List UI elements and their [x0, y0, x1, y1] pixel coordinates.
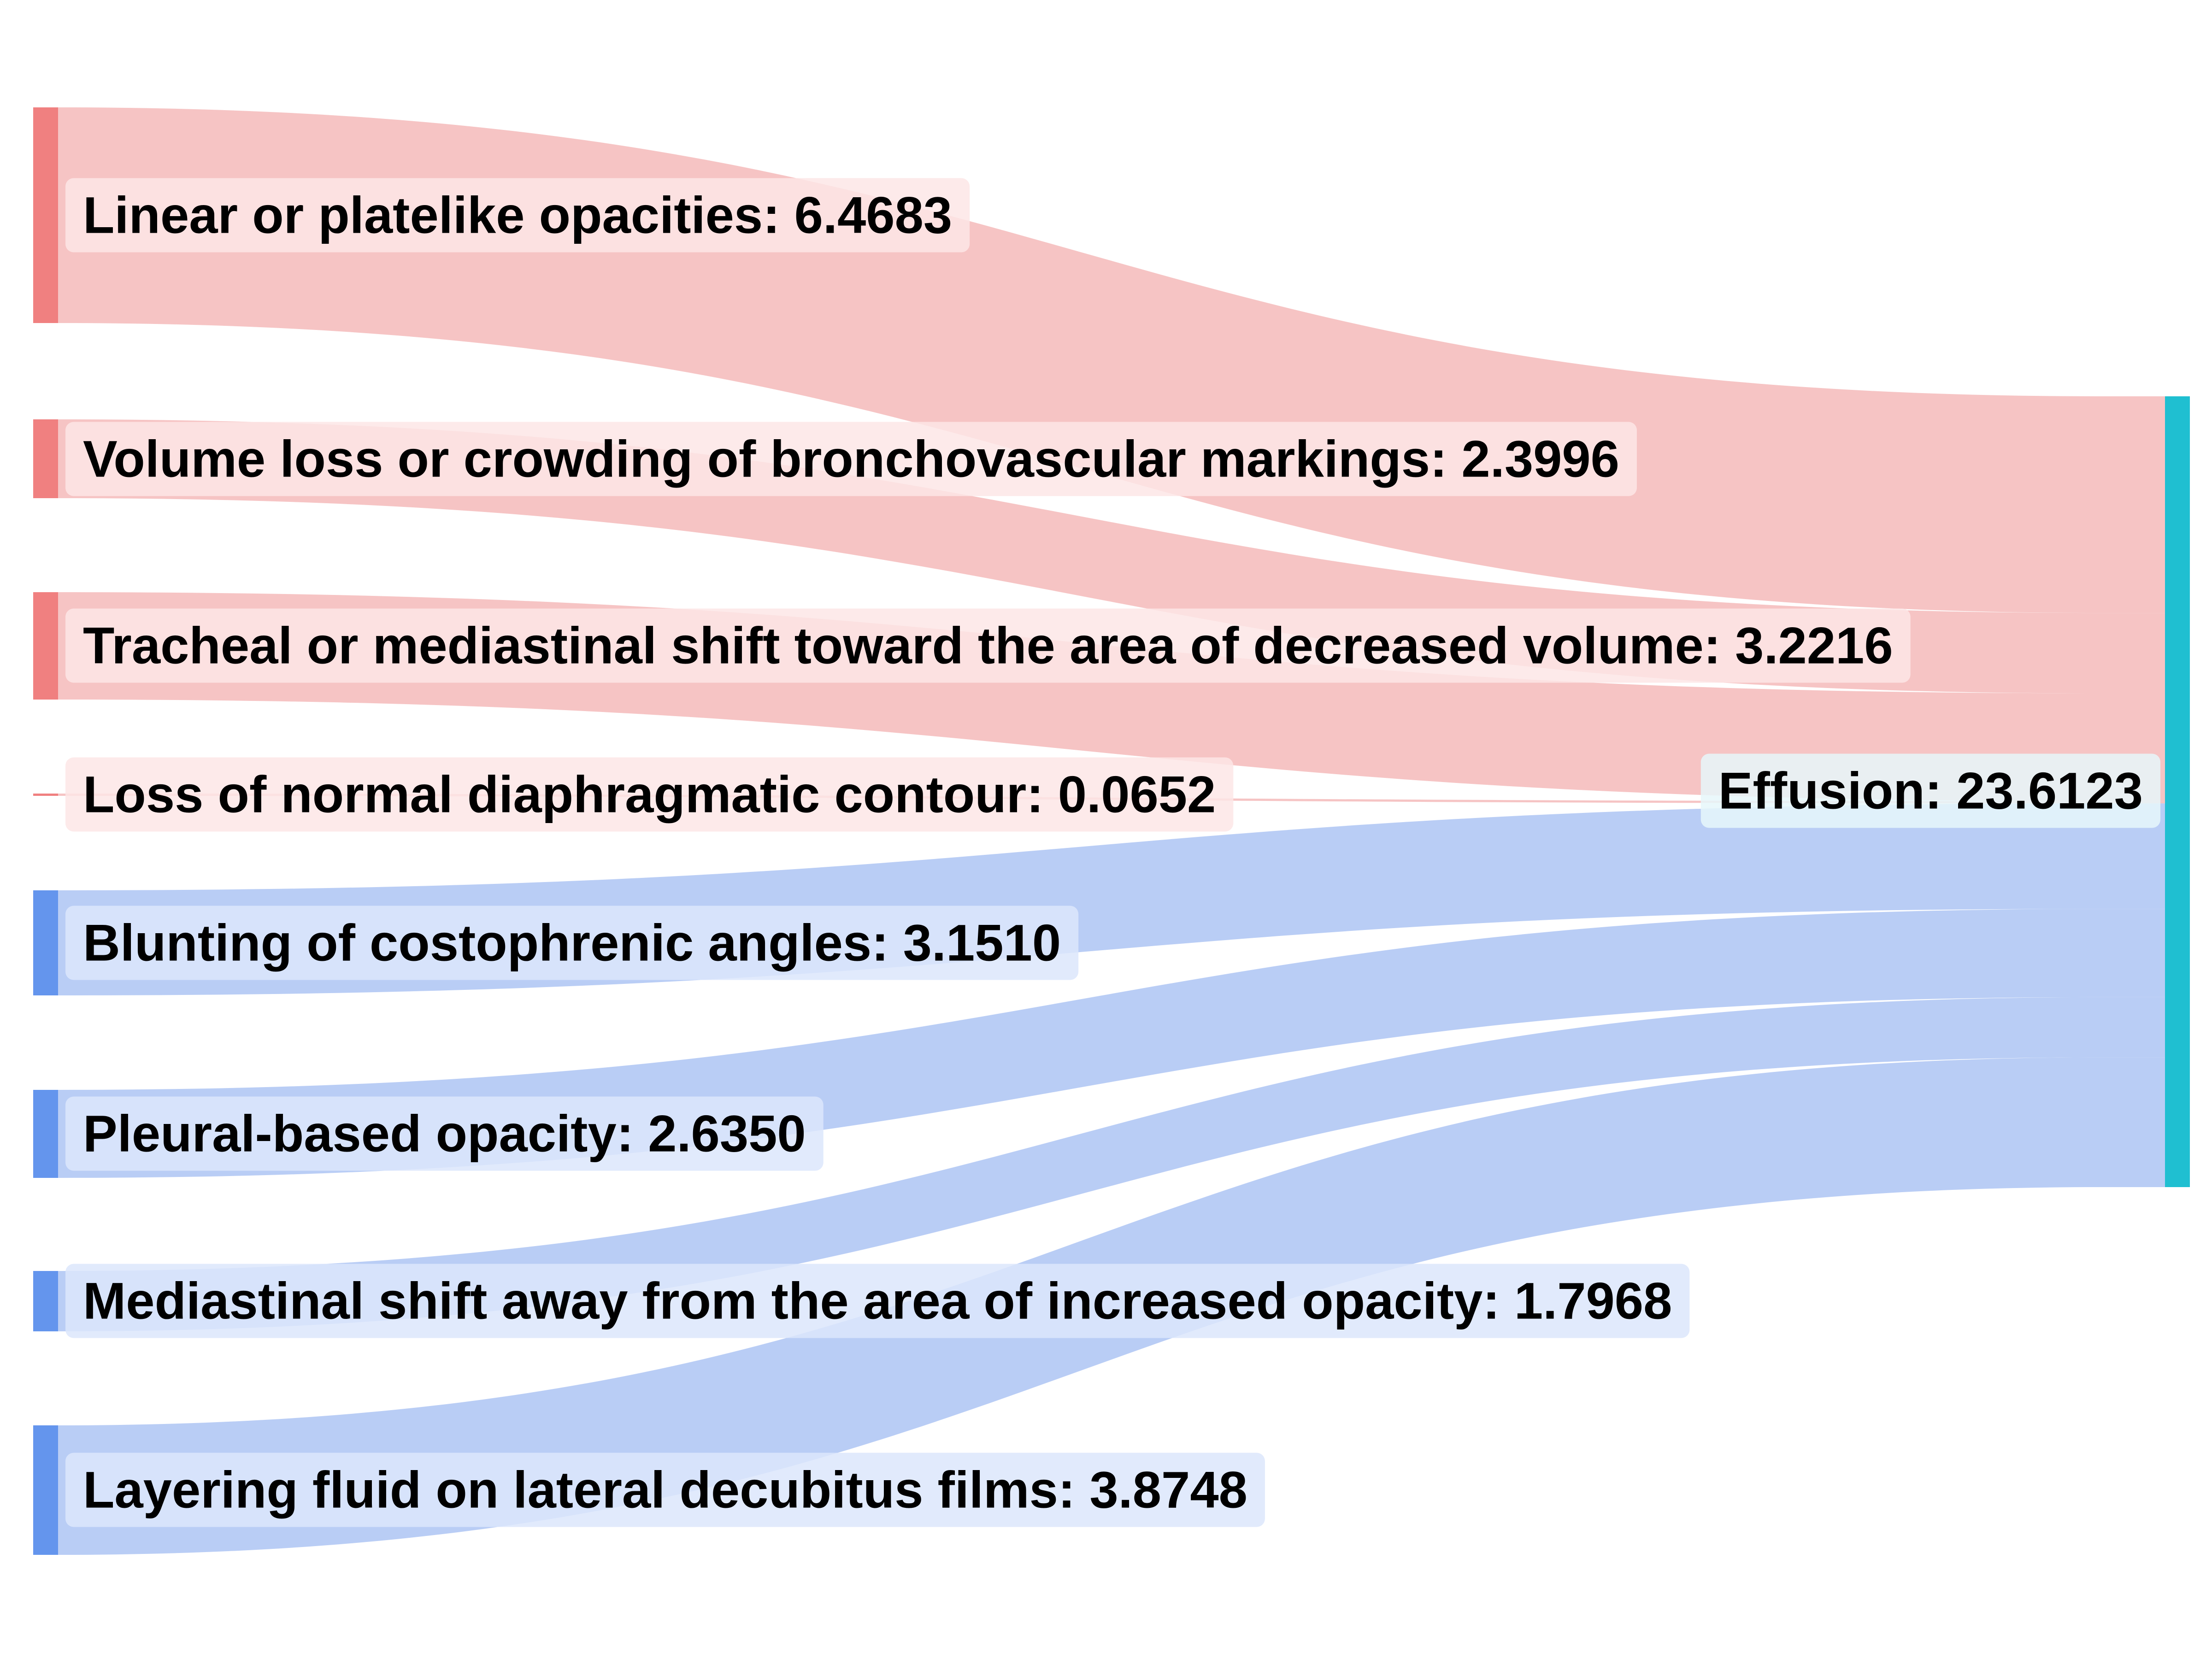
source-label-6-text: Mediastinal shift away from the area of … [83, 1272, 1672, 1330]
source-label-1-text: Volume loss or crowding of bronchovascul… [83, 430, 1619, 488]
nodes-layer [33, 107, 2190, 1555]
source-label-0-bg [65, 178, 970, 253]
target-label-bg [1700, 753, 2160, 828]
source-label-0-text: Linear or platelike opacities: 6.4683 [83, 187, 952, 244]
source-label-7-bg [65, 1453, 1265, 1527]
source-node-2 [33, 592, 58, 700]
source-node-5 [33, 1090, 58, 1178]
source-label-6-bg [65, 1264, 1690, 1338]
source-label-2-text: Tracheal or mediastinal shift toward the… [83, 617, 1893, 675]
labels-layer: Linear or platelike opacities: 6.4683 Vol… [65, 178, 2160, 1527]
source-label-7-text: Layering fluid on lateral decubitus film… [83, 1461, 1247, 1519]
link-6 [58, 997, 2165, 1331]
source-label-5-bg [65, 1096, 824, 1171]
source-node-1 [33, 419, 58, 498]
source-label-3-text: Loss of normal diaphragmatic contour: 0.… [83, 766, 1216, 824]
source-label-6: Mediastinal shift away from the area of … [65, 1264, 1690, 1338]
source-label-3: Loss of normal diaphragmatic contour: 0.… [65, 757, 1234, 832]
source-label-4-bg [65, 906, 1079, 980]
source-node-7 [33, 1425, 58, 1555]
source-label-2-bg [65, 608, 1911, 683]
target-node [2165, 396, 2190, 1187]
source-label-2: Tracheal or mediastinal shift toward the… [65, 608, 1911, 683]
target-label-text: Effusion: 23.6123 [1718, 762, 2143, 820]
source-node-6 [33, 1271, 58, 1331]
source-label-7: Layering fluid on lateral decubitus film… [65, 1453, 1265, 1527]
source-label-4: Blunting of costophrenic angles: 3.1510 [65, 906, 1079, 980]
target-label: Effusion: 23.6123 [1700, 753, 2160, 828]
source-label-3-bg [65, 757, 1234, 832]
source-label-4-text: Blunting of costophrenic angles: 3.1510 [83, 914, 1061, 972]
source-label-5-text: Pleural-based opacity: 2.6350 [83, 1105, 806, 1163]
source-node-4 [33, 890, 58, 995]
source-node-3 [33, 794, 58, 796]
source-label-5: Pleural-based opacity: 2.6350 [65, 1096, 824, 1171]
source-node-0 [33, 107, 58, 323]
source-label-1: Volume loss or crowding of bronchovascul… [65, 422, 1637, 496]
source-label-0: Linear or platelike opacities: 6.4683 [65, 178, 970, 253]
source-label-1-bg [65, 422, 1637, 496]
